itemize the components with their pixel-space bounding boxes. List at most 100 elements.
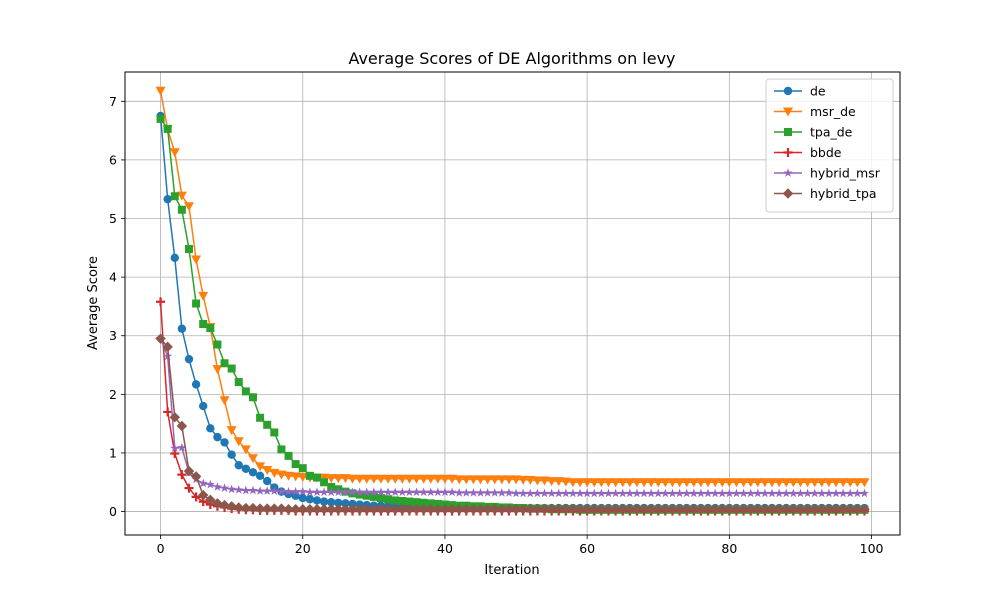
data-point xyxy=(830,504,842,515)
y-tick-label: 3 xyxy=(109,328,117,343)
data-point xyxy=(788,478,799,488)
data-point xyxy=(156,297,166,307)
data-point xyxy=(838,488,848,498)
y-tick-label: 2 xyxy=(109,387,117,402)
data-point xyxy=(183,202,194,212)
data-point xyxy=(212,365,223,375)
data-point xyxy=(326,474,337,484)
data-point xyxy=(368,504,380,515)
data-point xyxy=(753,488,763,498)
data-point xyxy=(568,488,578,498)
data-point xyxy=(645,504,657,515)
data-point xyxy=(752,478,763,488)
data-point xyxy=(220,438,229,447)
data-point xyxy=(546,477,557,487)
data-point xyxy=(291,486,301,496)
data-point xyxy=(156,114,165,123)
data-point xyxy=(283,504,294,515)
data-point xyxy=(376,487,386,497)
legend-marker xyxy=(783,168,793,177)
data-point xyxy=(354,474,365,484)
data-point xyxy=(384,495,393,504)
data-point xyxy=(163,194,172,204)
data-point xyxy=(170,443,180,453)
data-point xyxy=(276,470,287,480)
data-point xyxy=(276,486,286,496)
legend-item: hybrid_msr xyxy=(774,166,881,181)
data-point xyxy=(702,504,714,515)
data-point xyxy=(425,504,436,515)
data-point xyxy=(468,504,479,515)
data-point xyxy=(553,504,564,515)
data-point xyxy=(631,504,643,515)
data-point xyxy=(483,488,493,497)
y-tick-label: 0 xyxy=(109,504,117,519)
data-point xyxy=(824,488,834,498)
data-point xyxy=(326,497,336,507)
x-tick-label: 0 xyxy=(157,541,165,556)
data-point xyxy=(468,488,478,497)
data-point xyxy=(695,504,707,515)
data-point xyxy=(382,504,394,515)
y-axis-label: Average Score xyxy=(86,256,101,350)
data-point xyxy=(397,487,407,497)
plot-frame xyxy=(124,71,901,536)
data-point xyxy=(198,489,209,501)
data-point xyxy=(213,432,222,442)
data-point xyxy=(199,401,208,411)
data-point xyxy=(333,504,344,515)
data-point xyxy=(816,504,827,515)
data-point xyxy=(283,486,294,496)
data-point xyxy=(163,124,172,133)
data-point xyxy=(766,504,778,515)
data-point xyxy=(219,483,230,492)
data-point xyxy=(191,255,202,265)
legend-marker xyxy=(783,107,793,117)
data-point xyxy=(348,499,357,509)
data-point xyxy=(247,502,259,514)
x-axis-label: Iteration xyxy=(484,563,539,578)
legend-marker xyxy=(783,86,793,96)
data-point xyxy=(390,474,401,484)
data-point xyxy=(361,474,372,484)
data-point xyxy=(277,445,286,454)
data-point xyxy=(681,504,692,515)
data-point xyxy=(575,488,585,498)
data-point xyxy=(340,504,351,515)
data-point xyxy=(411,504,422,515)
data-point xyxy=(319,497,329,506)
data-point xyxy=(198,478,208,488)
data-point xyxy=(574,504,586,515)
data-point xyxy=(767,478,778,488)
data-point xyxy=(504,488,514,497)
data-point xyxy=(283,471,294,481)
data-point xyxy=(170,449,180,459)
data-point xyxy=(254,503,266,514)
data-point xyxy=(212,498,223,509)
data-point xyxy=(639,478,650,488)
data-point xyxy=(696,488,706,498)
data-point xyxy=(859,478,870,488)
data-point xyxy=(646,488,656,498)
data-point xyxy=(205,479,215,489)
data-point xyxy=(248,485,258,495)
legend-marker xyxy=(784,128,792,136)
data-point xyxy=(184,354,194,364)
data-point xyxy=(155,86,166,96)
data-point xyxy=(596,488,606,498)
data-point xyxy=(162,341,173,353)
data-point xyxy=(688,504,700,515)
data-point xyxy=(454,488,464,497)
data-point xyxy=(227,484,237,494)
data-point xyxy=(270,428,279,437)
data-point xyxy=(234,461,243,470)
data-point xyxy=(852,488,862,498)
data-point xyxy=(638,504,650,515)
data-point xyxy=(596,478,607,488)
series-line xyxy=(159,338,865,495)
legend-item: msr_de xyxy=(774,104,856,119)
data-point xyxy=(788,488,798,498)
x-tick-label: 40 xyxy=(437,541,453,556)
data-point xyxy=(170,253,179,262)
legend-marker xyxy=(782,188,794,199)
